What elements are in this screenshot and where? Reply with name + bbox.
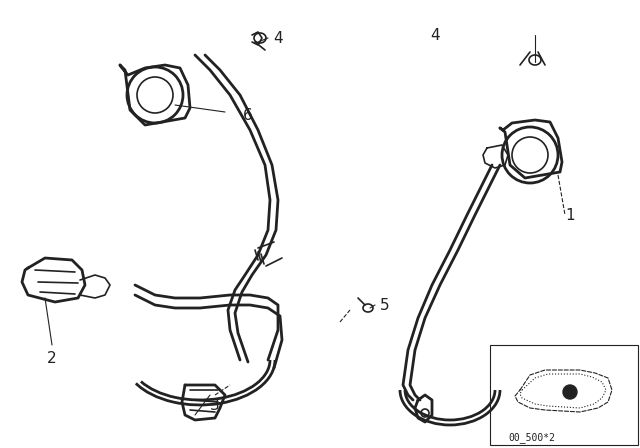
Text: 2: 2 xyxy=(47,350,57,366)
Text: 5: 5 xyxy=(380,297,390,313)
Text: 1: 1 xyxy=(565,207,575,223)
Circle shape xyxy=(563,385,577,399)
Text: 00_500*2: 00_500*2 xyxy=(508,433,555,444)
Text: 4: 4 xyxy=(430,27,440,43)
Text: 3: 3 xyxy=(210,397,220,413)
Bar xyxy=(490,345,638,445)
Text: 6: 6 xyxy=(243,108,253,122)
Text: 4: 4 xyxy=(273,30,283,46)
